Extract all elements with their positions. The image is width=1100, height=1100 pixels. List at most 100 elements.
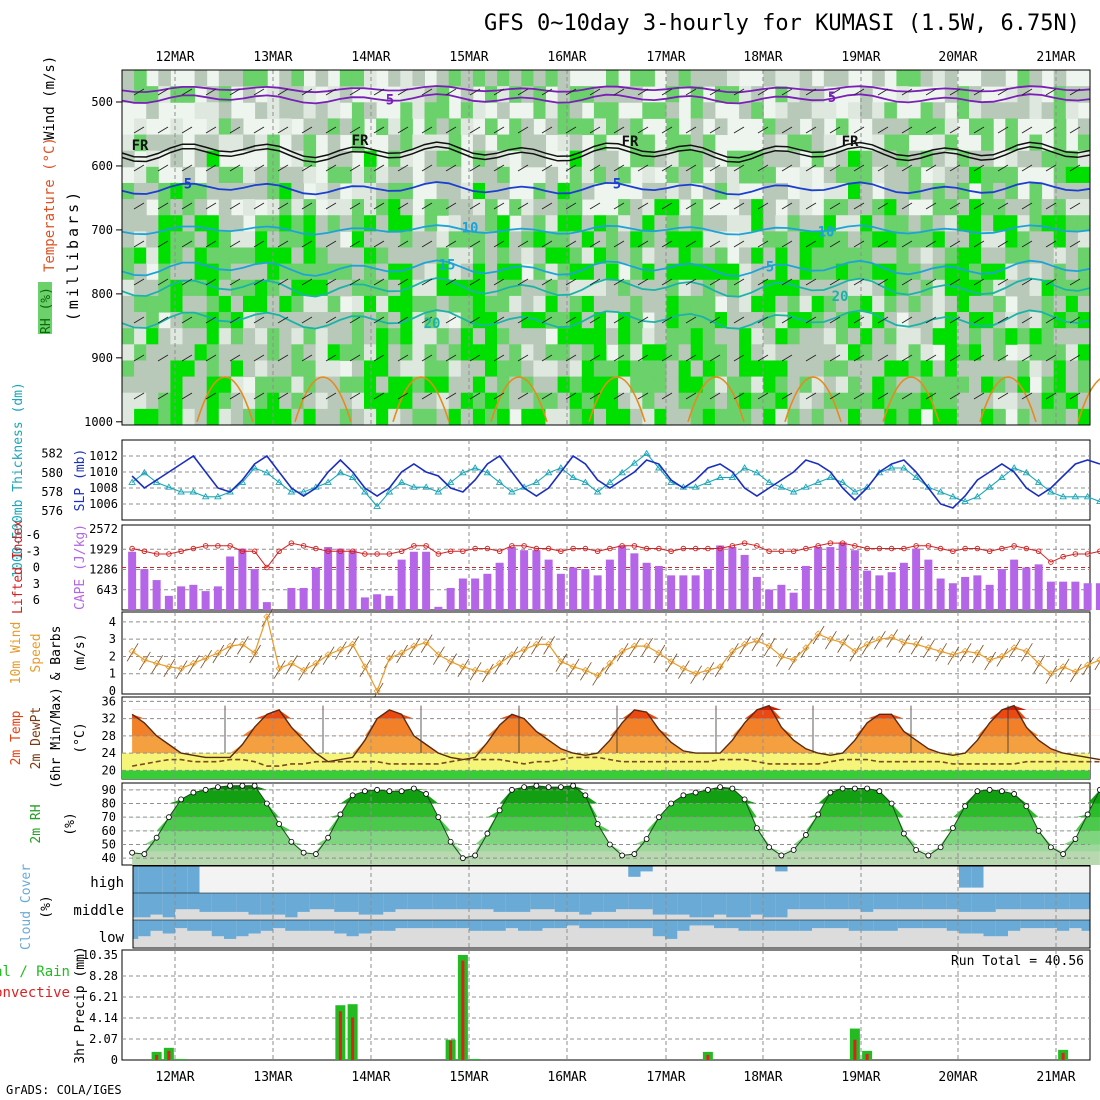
rh-shading-cell bbox=[908, 231, 922, 248]
wind-barb bbox=[709, 126, 721, 134]
wind-speed-marker bbox=[606, 659, 614, 667]
rh-shading-cell bbox=[872, 70, 885, 87]
wind-barb bbox=[781, 240, 793, 248]
wind-barb bbox=[541, 126, 553, 134]
rh-shading-cell bbox=[956, 344, 970, 361]
wind-barb bbox=[421, 126, 433, 134]
cloud-cover-bar bbox=[567, 920, 580, 926]
rh-shading-cell bbox=[872, 102, 885, 119]
rh-shading-cell bbox=[255, 408, 268, 426]
rh-shading-cell bbox=[533, 344, 546, 361]
wind-barb bbox=[877, 316, 889, 324]
rh-shading-cell bbox=[799, 344, 813, 361]
rh-shading-cell bbox=[472, 166, 486, 184]
rh-shading-cell bbox=[678, 328, 692, 345]
rh-shading-cell bbox=[739, 408, 752, 426]
rh-shading-cell bbox=[920, 215, 934, 232]
wind-barb bbox=[349, 202, 361, 210]
cloud-cover-bar bbox=[395, 893, 409, 910]
lifted-index-marker bbox=[680, 545, 687, 552]
wind-barb bbox=[637, 392, 649, 400]
wind-barb bbox=[397, 240, 409, 248]
rh-shading-cell bbox=[267, 360, 280, 378]
rh-shading-cell bbox=[218, 247, 232, 265]
rh-shading-cell bbox=[182, 360, 196, 378]
rh-shading-cell bbox=[569, 134, 583, 152]
rh-shading-cell bbox=[944, 279, 958, 297]
rh-shading-cell bbox=[376, 312, 389, 329]
lifted-index-tick-label: 0 bbox=[33, 561, 40, 575]
wind-barb-10m bbox=[494, 655, 506, 674]
rh-shading-cell bbox=[194, 392, 208, 410]
cloud-cover-bar bbox=[689, 920, 703, 926]
rh-shading-cell bbox=[194, 102, 208, 119]
cape-bar bbox=[348, 550, 357, 610]
wind-barb bbox=[205, 316, 217, 324]
rh-shading-cell bbox=[182, 215, 196, 232]
rh-shading-cell bbox=[509, 134, 522, 152]
wind-barb bbox=[469, 88, 481, 96]
rh-shading-cell bbox=[593, 360, 607, 378]
cloud-cover-bar bbox=[236, 920, 249, 937]
rh-shading-cell bbox=[400, 215, 413, 232]
thickness-marker bbox=[422, 483, 430, 490]
lifted-index-marker bbox=[1060, 553, 1066, 560]
rh-shading-cell bbox=[460, 408, 474, 426]
wind-barb bbox=[829, 316, 841, 324]
rh-shading-cell bbox=[509, 247, 522, 265]
rh-shading-cell bbox=[485, 295, 498, 313]
rh-marker bbox=[141, 851, 148, 857]
wind-barb bbox=[733, 126, 745, 134]
rh-shading-cell bbox=[956, 392, 970, 410]
rh-shading-cell bbox=[799, 215, 813, 232]
rh-shading-cell bbox=[376, 360, 389, 378]
rh-marker bbox=[766, 844, 773, 851]
wind-barb bbox=[445, 278, 457, 286]
cloud-bg-cell bbox=[701, 920, 715, 947]
rh-shading-cell bbox=[727, 408, 740, 426]
rh-shading-cell bbox=[497, 408, 510, 426]
rh-shading-cell bbox=[654, 328, 667, 345]
rh-shading-cell bbox=[823, 376, 837, 394]
rh-marker bbox=[129, 849, 136, 856]
rh-shading-cell bbox=[315, 102, 329, 119]
rh-shading-cell bbox=[751, 360, 764, 378]
rh-shading-cell bbox=[920, 328, 934, 345]
lifted-index-marker bbox=[864, 545, 870, 552]
rh-shading-cell bbox=[763, 344, 776, 361]
wind-speed-marker bbox=[839, 639, 847, 647]
legend-convective: Convective bbox=[0, 985, 70, 1001]
rh-shading-cell bbox=[339, 118, 353, 136]
rh-shading-cell bbox=[1053, 118, 1067, 136]
cloud-cover-bar bbox=[922, 920, 935, 929]
wind-barb bbox=[997, 354, 1009, 362]
rh-shading-cell bbox=[593, 215, 607, 232]
rh-shading-cell bbox=[509, 118, 522, 136]
rh-shading-cell bbox=[448, 70, 462, 87]
precip-tick-label: 4.14 bbox=[89, 1011, 118, 1025]
rh-shading-cell bbox=[799, 166, 813, 184]
lifted-index-marker bbox=[668, 548, 674, 555]
wind-barb bbox=[949, 392, 961, 400]
rh-shading-cell bbox=[315, 182, 329, 200]
rh-shading-cell bbox=[230, 134, 244, 152]
rh-shading-cell bbox=[557, 134, 571, 152]
rh-shading-cell bbox=[436, 295, 450, 313]
cape-bar bbox=[311, 567, 320, 610]
rh-shading-cell bbox=[364, 199, 377, 216]
rh-shading-cell bbox=[642, 199, 655, 216]
cloud-cover-bar bbox=[1044, 893, 1058, 910]
rh-shading-cell bbox=[908, 70, 922, 87]
thickness-marker bbox=[287, 488, 296, 495]
wind-barb bbox=[565, 240, 577, 248]
cloud-cover-bar bbox=[444, 920, 458, 929]
cape-bar bbox=[593, 575, 602, 610]
thickness-marker bbox=[912, 473, 920, 481]
rh-shading-cell bbox=[388, 134, 401, 152]
rh-shading-cell bbox=[666, 360, 680, 378]
rh-shading-cell bbox=[606, 118, 619, 136]
cloud-bg-cell bbox=[469, 866, 482, 893]
rh-shading-cell bbox=[364, 344, 377, 361]
